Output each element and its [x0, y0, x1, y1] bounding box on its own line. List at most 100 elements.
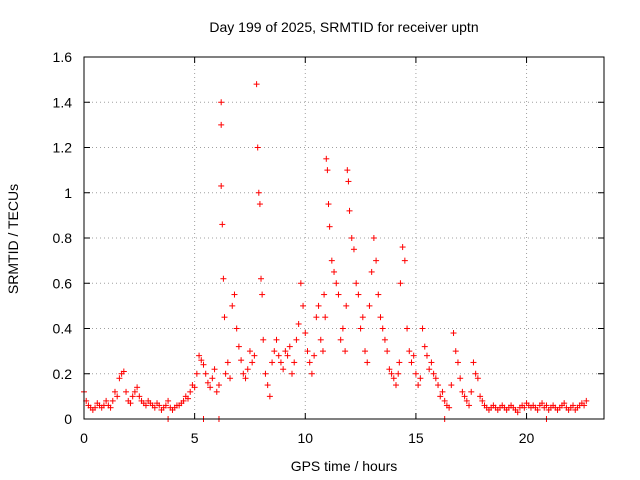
data-point [229, 302, 236, 309]
data-point [187, 388, 194, 395]
data-point [295, 320, 302, 327]
data-point [459, 388, 466, 395]
data-point [202, 370, 209, 377]
data-point [395, 370, 402, 377]
data-point [346, 207, 353, 214]
data-point [362, 348, 369, 355]
data-point [136, 393, 143, 400]
data-point [470, 359, 477, 366]
data-point [300, 302, 307, 309]
data-point [116, 375, 123, 382]
data-point [328, 257, 335, 264]
data-point [435, 382, 442, 389]
y-tick-label: 0 [64, 411, 72, 427]
data-point [109, 397, 116, 404]
x-axis-title: GPS time / hours [291, 458, 398, 474]
data-point [259, 291, 266, 298]
data-point [151, 404, 158, 411]
y-tick-label: 1.6 [53, 49, 73, 65]
y-tick-label: 1 [64, 185, 72, 201]
data-point [156, 402, 163, 409]
data-point [426, 366, 433, 373]
data-point [428, 359, 435, 366]
data-point [260, 336, 267, 343]
data-point [326, 223, 333, 230]
data-point [581, 402, 588, 409]
data-point [379, 325, 386, 332]
data-point [284, 352, 291, 359]
data-point [256, 201, 263, 208]
data-point [200, 361, 207, 368]
data-point [218, 182, 225, 189]
data-point [321, 291, 328, 298]
y-tick-label: 0.8 [53, 230, 73, 246]
data-point [193, 370, 200, 377]
data-point [180, 397, 187, 404]
data-point [521, 404, 528, 411]
data-point [111, 388, 118, 395]
data-point [242, 375, 249, 382]
data-point [450, 330, 457, 337]
data-point [185, 395, 191, 402]
data-point [289, 370, 295, 377]
data-point [366, 302, 373, 309]
data-point [211, 366, 218, 373]
data-point [129, 393, 136, 400]
y-tick-label: 0.6 [53, 275, 73, 291]
data-point [273, 336, 280, 343]
data-point [375, 291, 382, 298]
data-point [142, 402, 149, 409]
data-point [269, 359, 276, 366]
data-point [249, 359, 256, 366]
data-point [343, 302, 350, 309]
data-point [437, 393, 444, 400]
data-point [293, 336, 300, 343]
data-point [368, 268, 375, 275]
data-point [220, 275, 227, 282]
data-point [370, 235, 377, 241]
data-point [103, 397, 110, 404]
data-point [359, 314, 366, 321]
data-point [325, 201, 332, 208]
data-point [514, 409, 521, 416]
data-point [393, 382, 399, 389]
data-point [317, 336, 324, 343]
data-point [410, 352, 417, 359]
data-point [275, 352, 282, 359]
data-point [213, 388, 220, 395]
data-point [114, 393, 121, 400]
data-point [353, 280, 360, 287]
data-point [399, 244, 406, 251]
data-point [304, 348, 311, 355]
data-point [227, 375, 234, 382]
data-point [218, 121, 225, 128]
data-point [221, 314, 228, 321]
data-point [397, 280, 404, 287]
data-point [543, 402, 550, 409]
data-point [282, 348, 289, 355]
data-point [308, 370, 315, 377]
data-point [297, 280, 304, 287]
data-point [408, 359, 415, 366]
data-point [162, 402, 169, 409]
tick-layer: 0 0.2 0.4 0.6 0.8 1 1.2 1.4 1.6 0 5 10 15 20 [53, 49, 604, 446]
y-tick-label: 1.2 [53, 140, 73, 156]
data-point [421, 343, 428, 350]
data-point [165, 397, 172, 404]
x-tick-label: 10 [297, 430, 313, 446]
data-point [134, 384, 141, 391]
y-tick-label: 0.4 [53, 321, 73, 337]
data-point [271, 348, 278, 355]
data-point [384, 348, 391, 355]
data-point [561, 400, 568, 407]
data-points [81, 81, 590, 422]
data-point [401, 257, 408, 264]
data-point [570, 402, 577, 409]
data-point [306, 359, 313, 366]
data-point [131, 388, 138, 395]
data-point [412, 370, 419, 377]
data-point [377, 314, 384, 321]
data-point [251, 352, 258, 359]
data-point [452, 348, 459, 355]
